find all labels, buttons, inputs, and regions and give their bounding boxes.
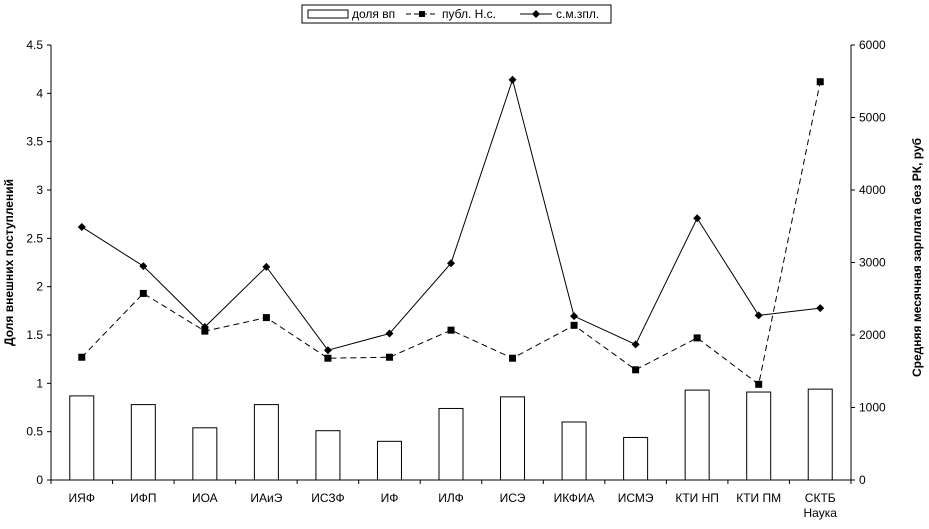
- diamond-point: [385, 329, 394, 338]
- bar: [500, 396, 526, 481]
- x-tick-label: ИСМЭ: [618, 491, 654, 505]
- series-line: [81, 78, 821, 351]
- y-tick-label: 3.5: [26, 135, 43, 149]
- legend-label: доля вп: [352, 7, 395, 21]
- y2-tick-label: 5000: [859, 111, 886, 125]
- square-point: [324, 354, 332, 362]
- diamond-point: [77, 222, 86, 231]
- square-point: [693, 334, 701, 342]
- y2-axis-title: Средняя месячная зарплата без РК, руб: [910, 138, 924, 377]
- diamond-point: [631, 340, 640, 349]
- y2-tick-label: 2000: [859, 328, 886, 342]
- bar: [807, 388, 833, 481]
- square-point: [139, 289, 147, 297]
- square-point: [201, 327, 209, 335]
- x-tick-label: ИОА: [192, 491, 218, 505]
- legend: доля вп публ. Н.с. с.м.зпл.: [301, 4, 612, 24]
- bar: [69, 395, 95, 481]
- square-point: [632, 366, 640, 374]
- x-tick-label: ИФП: [130, 491, 156, 505]
- x-tick-label: КТИ ПМ: [736, 491, 781, 505]
- y2-tick-label: 3000: [859, 256, 886, 270]
- diamond-point: [508, 75, 517, 84]
- y-tick-label: 0.5: [26, 425, 43, 439]
- bar: [130, 404, 156, 481]
- x-tick-label: ИЛФ: [438, 491, 464, 505]
- square-point: [755, 380, 763, 388]
- bar: [192, 427, 218, 481]
- square-point: [78, 353, 86, 361]
- diamond-point: [693, 214, 702, 223]
- line-series: [77, 75, 825, 388]
- square-point: [447, 326, 455, 334]
- y-tick-label: 1.5: [26, 328, 43, 342]
- bar: [315, 430, 341, 481]
- legend-label: с.м.зпл.: [556, 7, 599, 21]
- bar: [561, 421, 587, 481]
- legend-label: публ. Н.с.: [442, 7, 496, 21]
- diamond-point: [816, 304, 825, 313]
- legend-box: [301, 4, 612, 24]
- y2-tick-label: 4000: [859, 183, 886, 197]
- y2-tick-label: 0: [859, 473, 866, 487]
- bar: [438, 407, 464, 481]
- x-tick-label: ИАиЭ: [250, 491, 282, 505]
- legend-square-marker: [419, 11, 425, 17]
- x-tick-label: ИФ: [381, 491, 399, 505]
- y-tick-label: 4.5: [26, 38, 43, 52]
- diamond-point: [323, 346, 332, 355]
- bar: [746, 391, 772, 481]
- diamond-point: [447, 259, 455, 268]
- diamond-point: [570, 312, 579, 321]
- x-tick-label: КТИ НП: [675, 491, 719, 505]
- y2-tick-label: 1000: [859, 401, 886, 415]
- diamond-point: [262, 262, 271, 271]
- x-tick-label: СКТБ Наука: [804, 491, 838, 520]
- y-tick-label: 0: [36, 473, 43, 487]
- square-point: [509, 354, 517, 362]
- bar: [684, 389, 710, 481]
- y-tick-label: 2.5: [26, 231, 43, 245]
- x-tick-label: ИЯФ: [69, 491, 95, 505]
- square-point: [262, 314, 270, 322]
- square-point: [570, 321, 578, 329]
- bar: [376, 440, 402, 481]
- y2-tick-label: 6000: [859, 38, 886, 52]
- square-point: [816, 78, 824, 86]
- diamond-point: [754, 311, 763, 320]
- y-tick-label: 2: [36, 280, 43, 294]
- diamond-point: [139, 262, 148, 271]
- tick-labels: 0 0.5 1 1.5 2 2.5 3 3.5 4 4.5 0 1000 2000 3000 4000 500…: [26, 38, 886, 520]
- x-tick-label: ИСЗФ: [311, 491, 344, 505]
- bar: [623, 436, 649, 481]
- square-point: [385, 353, 393, 361]
- y-axis-title: Доля внешних поступлений: [2, 179, 16, 346]
- legend-diamond-marker: [532, 10, 540, 18]
- bar: [253, 404, 279, 481]
- series-line: [81, 81, 821, 386]
- x-tick-label: ИКФИА: [554, 491, 595, 505]
- diamond-point: [200, 323, 209, 332]
- bar-series: [69, 388, 833, 481]
- y-tick-label: 1: [36, 376, 43, 390]
- y-tick-label: 4: [36, 86, 43, 100]
- y-tick-label: 3: [36, 183, 43, 197]
- x-tick-label: ИСЭ: [500, 491, 526, 505]
- legend-swatch-bar: [307, 9, 349, 19]
